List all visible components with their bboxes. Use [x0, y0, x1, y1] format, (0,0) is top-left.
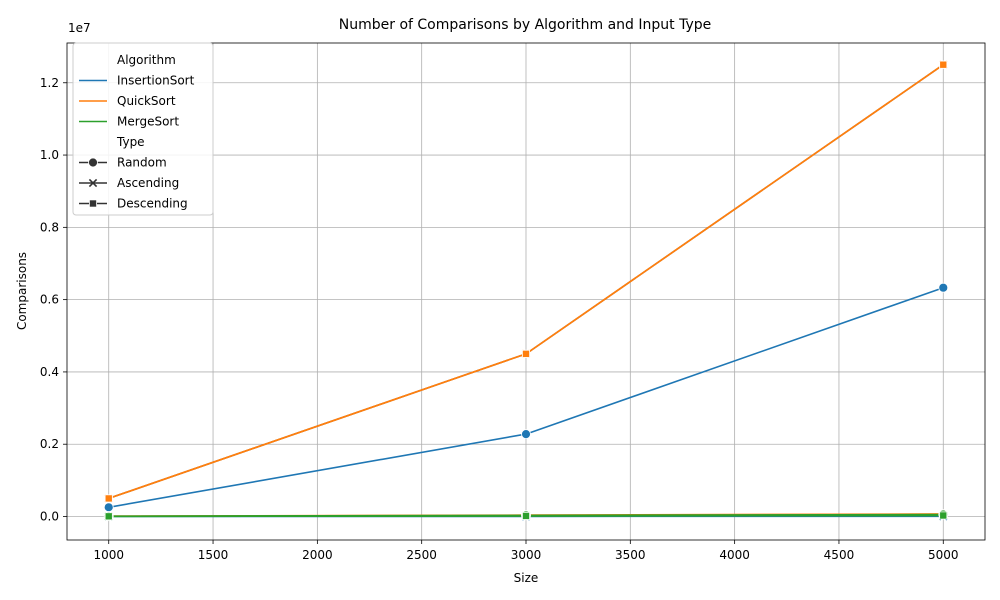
y-tick-label: 0.2	[40, 437, 59, 451]
legend-title-type: Type	[116, 135, 145, 149]
y-tick-label: 1.2	[40, 76, 59, 90]
data-point-mergesort-descending	[522, 511, 531, 520]
legend-label-ascending: Ascending	[117, 176, 179, 190]
x-tick-label: 3500	[615, 548, 646, 562]
legend-label-insertionsort: InsertionSort	[117, 74, 195, 88]
x-axis-label: Size	[514, 571, 539, 585]
y-tick-label: 0.0	[40, 510, 59, 524]
x-tick-label: 1000	[93, 548, 124, 562]
x-tick-label: 3000	[511, 548, 542, 562]
legend-label-random: Random	[117, 156, 167, 170]
data-point-quicksort-descending	[939, 60, 948, 69]
x-tick-label: 4500	[824, 548, 855, 562]
x-axis-ticks: 1000 1500 2000 2500 3000 3500 4000 4500 5000	[93, 540, 959, 562]
legend-marker-random	[88, 157, 98, 168]
data-point-insertionsort-random	[521, 429, 531, 439]
data-point-insertionsort-random	[938, 282, 949, 293]
legend: Algorithm InsertionSort QuickSort MergeSort…	[72, 42, 214, 216]
x-tick-label: 2500	[406, 548, 437, 562]
legend-marker-descending	[89, 199, 98, 208]
x-tick-label: 2000	[302, 548, 333, 562]
legend-box	[72, 42, 214, 216]
x-tick-label: 1500	[198, 548, 229, 562]
legend-label-descending: Descending	[117, 197, 188, 211]
x-tick-label: 4000	[719, 548, 750, 562]
legend-label-mergesort: MergeSort	[117, 115, 179, 129]
y-tick-label: 0.4	[40, 365, 59, 379]
y-tick-label: 1.0	[40, 148, 59, 162]
data-point-quicksort-descending	[104, 494, 113, 503]
legend-marker-ascending	[88, 178, 98, 188]
legend-title-algorithm: Algorithm	[117, 53, 176, 67]
legend-label-quicksort: QuickSort	[117, 94, 176, 108]
y-tick-label: 0.6	[40, 293, 59, 307]
data-point-mergesort-descending	[104, 512, 113, 521]
data-point-quicksort-descending	[522, 349, 531, 358]
series-markers	[103, 60, 949, 522]
x-tick-label: 5000	[928, 548, 959, 562]
data-point-insertionsort-random	[103, 502, 114, 513]
y-axis-ticks: 0.0 0.2 0.4 0.6 0.8 1.0 1.2	[40, 76, 67, 524]
y-axis-label: Comparisons	[15, 252, 29, 330]
chart-title: Number of Comparisons by Algorithm and I…	[339, 17, 711, 33]
data-point-mergesort-descending	[939, 511, 948, 520]
y-tick-label: 0.8	[40, 220, 59, 234]
y-scale-label: 1e7	[68, 21, 91, 35]
